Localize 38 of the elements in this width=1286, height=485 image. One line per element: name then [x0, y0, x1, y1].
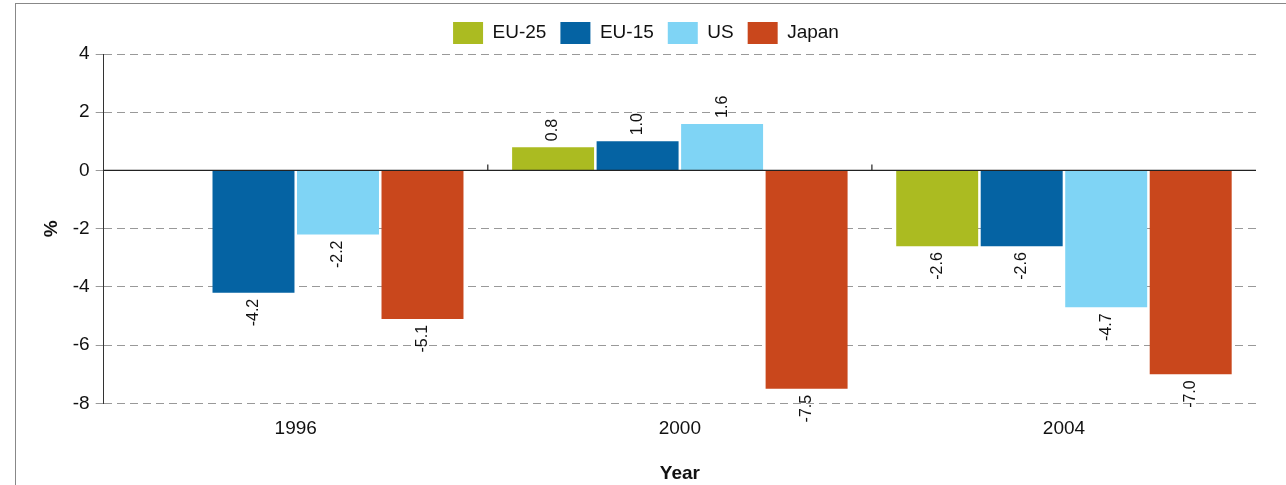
- y-axis-title: %: [39, 220, 61, 238]
- x-tick-label: 2004: [1042, 417, 1086, 439]
- x-axis-title: Year: [659, 461, 701, 483]
- legend-label: Japan: [787, 21, 839, 43]
- bar: [980, 170, 1063, 247]
- data-label: 1.6: [712, 95, 730, 118]
- y-tick-label: 4: [79, 42, 91, 64]
- data-label: -4.2: [243, 298, 261, 327]
- legend-label: EU-25: [492, 21, 547, 43]
- data-label: -2.6: [1012, 252, 1030, 280]
- x-tick-label: 1996: [274, 417, 317, 439]
- data-label: -2.6: [927, 252, 945, 280]
- bar: [512, 147, 595, 170]
- data-label: -7.5: [797, 394, 815, 423]
- bar: [1149, 170, 1232, 375]
- bar: [596, 141, 679, 170]
- x-tick-label: 2000: [658, 417, 701, 439]
- y-tick-label: 2: [79, 100, 90, 122]
- data-label: 0.8: [543, 118, 561, 142]
- data-label: -7.0: [1181, 380, 1199, 408]
- data-label: 1.0: [628, 113, 645, 136]
- data-label: -4.7: [1096, 313, 1114, 341]
- bar: [896, 170, 979, 247]
- legend-label: EU-15: [599, 21, 654, 43]
- bar: [297, 170, 379, 235]
- y-tick-label: -2: [72, 216, 90, 238]
- y-tick-label: 0: [79, 158, 90, 180]
- bar: [681, 123, 764, 170]
- bar: [765, 170, 848, 389]
- bar: [212, 170, 295, 293]
- y-tick-label: -6: [72, 333, 90, 355]
- legend-label: US: [707, 21, 734, 43]
- data-label: -5.1: [412, 324, 430, 353]
- bar: [381, 170, 464, 319]
- data-label: -2.2: [328, 240, 346, 269]
- bar: [1065, 170, 1148, 308]
- y-tick-label: -8: [72, 391, 90, 413]
- y-tick-label: -4: [72, 275, 91, 297]
